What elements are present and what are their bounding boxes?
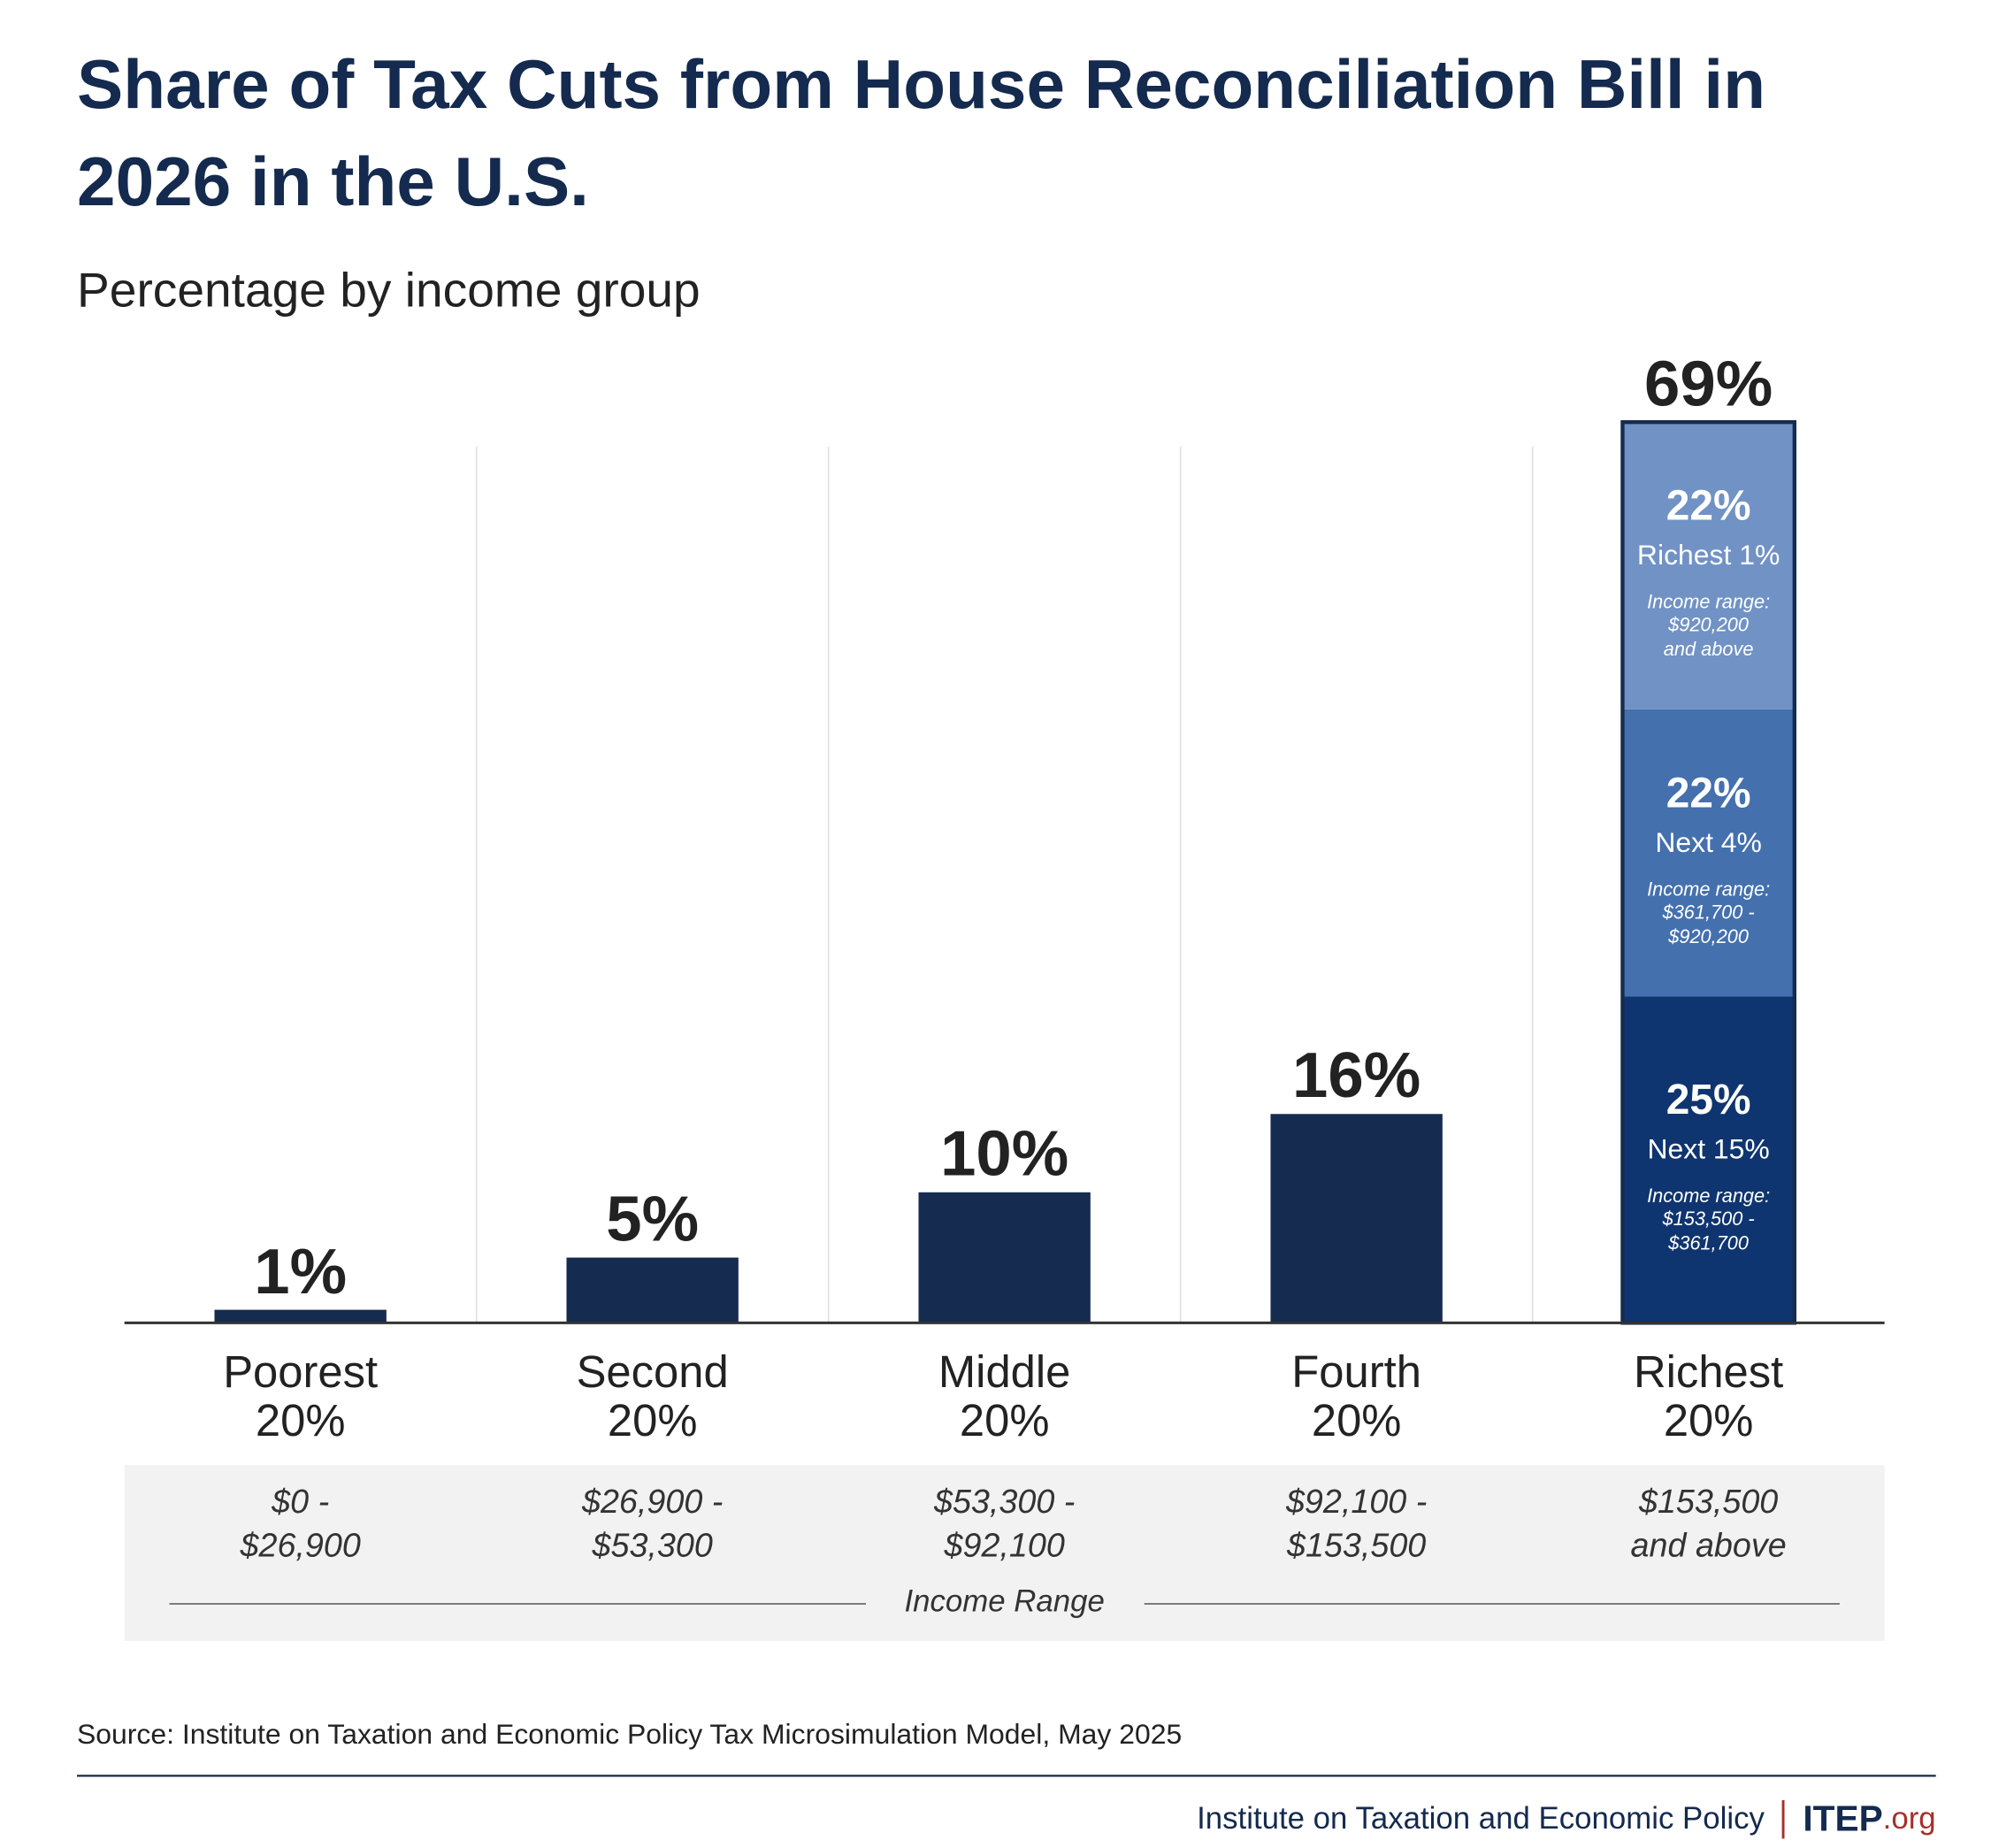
footer-separator xyxy=(1782,1799,1786,1839)
value-label: 1% xyxy=(254,1235,348,1307)
source: Source: Institute on Taxation and Econom… xyxy=(77,1718,1183,1751)
bar-segment xyxy=(1622,709,1795,997)
x-tick-label: Second 20% xyxy=(576,1346,729,1446)
value-label: 5% xyxy=(606,1183,700,1255)
segment-range: $153,500 - $361,700 xyxy=(1662,1208,1755,1255)
chart-title: Share of Tax Cuts from House Reconciliat… xyxy=(77,46,1766,221)
segment-range-label: Income range: xyxy=(1647,1185,1771,1208)
bar xyxy=(566,1257,739,1323)
value-label: 69% xyxy=(1644,348,1773,420)
income-range: $0 - $26,900 xyxy=(240,1482,361,1565)
bar xyxy=(1270,1114,1443,1323)
income-range: $153,500 and above xyxy=(1630,1482,1787,1565)
income-range-label: Income Range xyxy=(904,1584,1105,1620)
value-label: 16% xyxy=(1292,1039,1421,1112)
segment-value-label: 25% xyxy=(1666,1075,1751,1123)
bar xyxy=(918,1192,1091,1323)
income-range: $26,900 - $53,300 xyxy=(581,1482,724,1565)
x-tick-label: Fourth 20% xyxy=(1291,1346,1421,1446)
bar-segment xyxy=(1622,996,1795,1323)
segment-range-label: Income range: xyxy=(1647,591,1771,614)
income-range: $53,300 - $92,100 xyxy=(933,1482,1076,1565)
footer: Institute on Taxation and Economic Polic… xyxy=(898,1794,1936,1845)
segment-value-label: 22% xyxy=(1666,480,1751,529)
bar xyxy=(214,1309,387,1323)
x-tick-label: Poorest 20% xyxy=(223,1346,379,1446)
footer-logo-suffix: .org xyxy=(1882,1801,1936,1836)
x-tick-label: Richest 20% xyxy=(1633,1346,1784,1446)
segment-name: Next 4% xyxy=(1655,825,1762,858)
segment-range-label: Income range: xyxy=(1647,878,1771,901)
chart-subtitle: Percentage by income group xyxy=(77,264,701,318)
segment-range: $361,700 - $920,200 xyxy=(1662,901,1755,948)
value-label: 10% xyxy=(940,1117,1069,1190)
x-tick-label: Middle 20% xyxy=(938,1346,1071,1446)
segment-name: Next 15% xyxy=(1647,1132,1770,1165)
segment-range: $920,200 and above xyxy=(1663,614,1754,661)
segment-name: Richest 1% xyxy=(1636,539,1780,571)
footer-logo: ITEP xyxy=(1803,1798,1883,1839)
bar-segment xyxy=(1622,422,1795,709)
segment-value-label: 22% xyxy=(1666,768,1751,817)
footer-org: Institute on Taxation and Economic Polic… xyxy=(1197,1801,1765,1836)
income-range-box xyxy=(124,1465,1885,1642)
income-range: $92,100 - $153,500 xyxy=(1285,1482,1428,1565)
